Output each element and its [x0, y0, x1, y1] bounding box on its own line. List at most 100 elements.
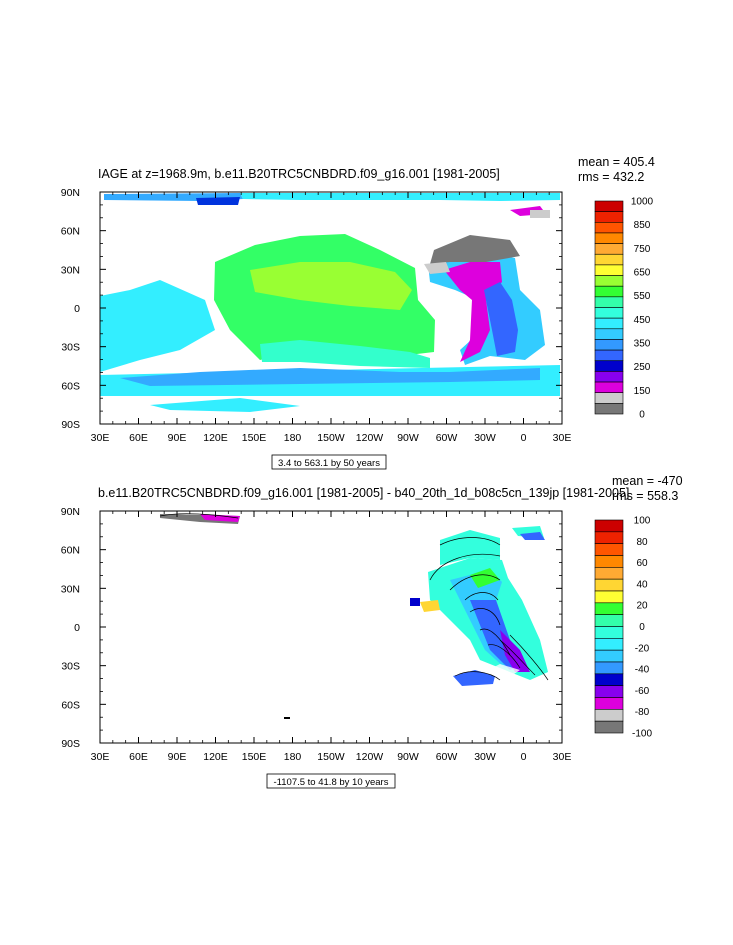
colorbar-label: 450 [634, 315, 651, 326]
panel2-rms: rms = 558.3 [612, 489, 678, 503]
panel2-contour-info: -1107.5 to 41.8 by 10 years [274, 777, 389, 788]
colorbar-swatch [594, 614, 624, 627]
colorbar-swatch [594, 392, 624, 404]
colorbar-swatch [594, 578, 624, 592]
colorbar-swatch [594, 317, 624, 330]
x-tick-label: 30E [91, 751, 110, 763]
x-tick-label: 120W [356, 432, 384, 444]
y-tick-label: 90N [61, 506, 80, 518]
colorbar-label: 100 [634, 516, 651, 527]
panel2-title: b.e11.B20TRC5CNBDRD.f09_g16.001 [1981-20… [98, 486, 629, 500]
panel-iage: IAGE at z=1968.9m, b.e11.B20TRC5CNBDRD.f… [61, 155, 655, 470]
x-tick-label: 150E [242, 751, 267, 763]
x-tick-label: 30E [553, 751, 572, 763]
colorbar-swatch [594, 371, 624, 383]
x-tick-label: 30W [474, 432, 496, 444]
panel2-contours [159, 513, 549, 681]
colorbar-swatch [594, 661, 624, 675]
colorbar-swatch [594, 243, 624, 255]
colorbar-label: 0 [639, 410, 645, 421]
colorbar-swatch [594, 697, 624, 710]
colorbar-swatch [594, 381, 624, 393]
panel1-mean: mean = 405.4 [578, 155, 655, 169]
x-tick-label: 90E [168, 432, 187, 444]
y-tick-label: 30S [61, 342, 80, 354]
colorbar-swatch [594, 531, 624, 544]
x-tick-label: 120E [203, 432, 228, 444]
x-tick-label: 150W [317, 432, 345, 444]
colorbar-swatch [594, 222, 624, 234]
colorbar-swatch [594, 720, 624, 734]
colorbar-swatch [594, 232, 624, 244]
colorbar-label: 40 [636, 579, 648, 590]
panel1-contour-info-box [271, 454, 387, 470]
colorbar-swatch [594, 296, 624, 308]
colorbar-label: 1000 [631, 197, 654, 208]
panel1-map-fill [100, 193, 560, 412]
colorbar-label: 0 [639, 622, 645, 633]
x-tick-label: 30E [91, 432, 110, 444]
x-tick-label: 90E [168, 751, 187, 763]
colorbar-swatch [594, 673, 624, 686]
y-tick-label: 90S [61, 738, 80, 750]
y-tick-label: 90N [61, 187, 80, 199]
colorbar-label: 650 [634, 268, 651, 279]
panel-difference: b.e11.B20TRC5CNBDRD.f09_g16.001 [1981-20… [61, 474, 683, 789]
colorbar-label: -20 [635, 643, 650, 654]
y-tick-label: 30N [61, 583, 80, 595]
panel1-contour-info: 3.4 to 563.1 by 50 years [278, 458, 380, 469]
y-tick-label: 30N [61, 264, 80, 276]
colorbar-swatch [594, 403, 624, 415]
panel1-title: IAGE at z=1968.9m, b.e11.B20TRC5CNBDRD.f… [98, 167, 500, 181]
colorbar-label: -40 [635, 665, 650, 676]
panel2-contour-info-box [266, 773, 396, 789]
colorbar-label: 80 [636, 537, 648, 548]
x-tick-label: 90W [397, 751, 419, 763]
colorbar-swatch [594, 275, 624, 287]
colorbar-swatch [594, 211, 624, 223]
colorbar-swatch [594, 307, 624, 319]
colorbar-label: -100 [632, 729, 652, 740]
y-tick-label: 90S [61, 419, 80, 431]
panel1-rms: rms = 432.2 [578, 170, 644, 184]
colorbar-label: 20 [636, 601, 648, 612]
y-tick-label: 60N [61, 545, 80, 557]
colorbar-swatch [594, 349, 624, 362]
colorbar-label: 750 [634, 244, 651, 255]
x-tick-label: 60E [129, 751, 148, 763]
colorbar-swatch [594, 567, 624, 580]
x-tick-label: 60E [129, 432, 148, 444]
colorbar-swatch [594, 555, 624, 568]
panel2-map-fill [160, 514, 548, 686]
colorbar-swatch [594, 626, 624, 639]
colorbar-label: 60 [636, 558, 648, 569]
y-tick-label: 0 [74, 303, 80, 315]
panel2-colorbar: 100 80 60 40 20 0 -20 -40 -60 -80 -100 [594, 516, 652, 740]
colorbar-label: -60 [635, 686, 650, 697]
colorbar-label: 850 [634, 220, 651, 231]
colorbar-label: 150 [634, 386, 651, 397]
colorbar-swatch [594, 590, 624, 604]
colorbar-swatch [594, 328, 624, 340]
x-tick-label: 150W [317, 751, 345, 763]
x-tick-label: 120E [203, 751, 228, 763]
colorbar-swatch [594, 285, 624, 298]
x-tick-label: 150E [242, 432, 267, 444]
colorbar-swatch [594, 264, 624, 276]
colorbar-swatch [594, 543, 624, 556]
x-tick-label: 0 [521, 751, 527, 763]
colorbar-label: 250 [634, 362, 651, 373]
colorbar-swatch [594, 360, 624, 372]
colorbar-swatch [594, 253, 624, 266]
y-tick-label: 60S [61, 699, 80, 711]
colorbar-swatch [594, 649, 624, 663]
y-tick-label: 30S [61, 661, 80, 673]
x-tick-label: 0 [521, 432, 527, 444]
panel1-colorbar: 1000 850 750 650 550 450 350 250 150 0 [594, 197, 654, 421]
x-tick-label: 30E [553, 432, 572, 444]
x-tick-label: 180 [284, 751, 302, 763]
x-tick-label: 60W [436, 751, 458, 763]
x-tick-label: 180 [284, 432, 302, 444]
x-tick-label: 30W [474, 751, 496, 763]
